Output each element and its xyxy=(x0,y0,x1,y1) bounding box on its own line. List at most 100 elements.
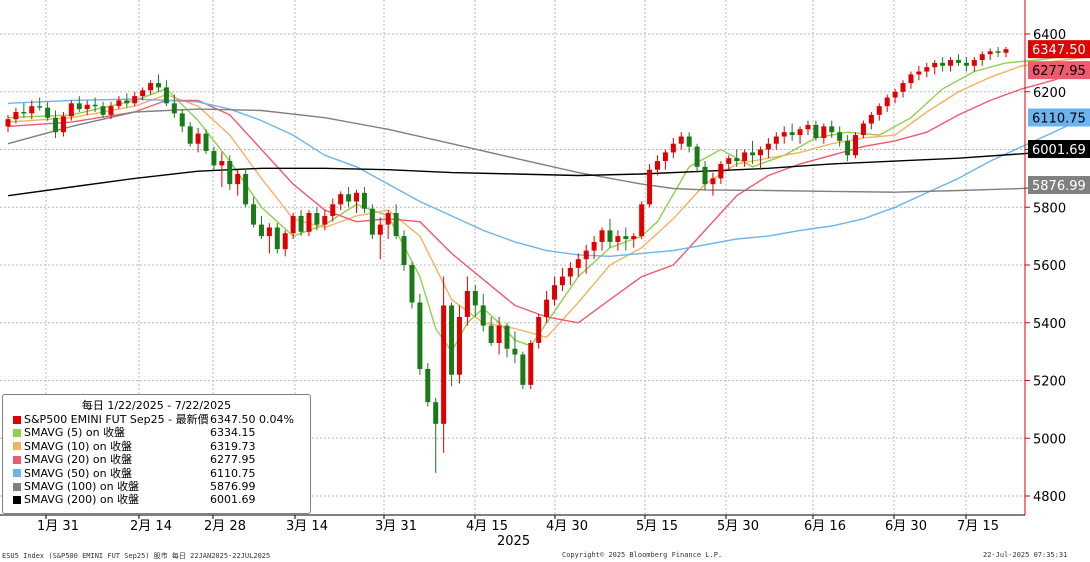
legend-swatch xyxy=(13,429,21,438)
candle xyxy=(860,120,866,138)
candle xyxy=(662,149,668,170)
legend-title: 每日 1/22/2025 - 7/22/2025 xyxy=(81,399,232,412)
last-value-tag: 6110.75 xyxy=(1028,108,1090,127)
x-tick-label: 2月 28 xyxy=(204,519,246,534)
candle xyxy=(583,244,589,274)
candle xyxy=(694,143,700,173)
y-tick-label: 6400 xyxy=(1033,28,1066,43)
candle xyxy=(195,127,201,153)
candle xyxy=(853,132,859,159)
last-value-tag-label: 6110.75 xyxy=(1032,112,1086,127)
legend-entry-sma5: SMAVG (5) on 收盤 6334.15 xyxy=(3,426,310,439)
legend-swatch xyxy=(13,469,21,478)
candle xyxy=(971,57,977,72)
candle xyxy=(559,267,565,291)
candle xyxy=(21,103,27,118)
x-tick-label: 2月 14 xyxy=(130,519,172,534)
y-axis-ticks: 480050005200540056005800600062006400 xyxy=(1025,28,1066,505)
candle xyxy=(892,88,898,104)
candle xyxy=(140,87,146,101)
x-tick-label: 4月 30 xyxy=(546,519,588,534)
candle xyxy=(84,100,90,115)
candle xyxy=(338,191,344,211)
last-value-tag: 5876.99 xyxy=(1028,176,1090,195)
candle xyxy=(813,120,819,141)
last-value-tag: 6347.50 xyxy=(1028,40,1090,59)
candle xyxy=(235,169,241,196)
candle xyxy=(100,101,106,118)
candle xyxy=(552,276,558,306)
candle xyxy=(536,314,542,349)
candle xyxy=(148,80,154,95)
last-value-tag-label: 5876.99 xyxy=(1032,179,1086,194)
candle xyxy=(354,189,360,214)
candle xyxy=(37,97,43,111)
candle xyxy=(686,132,692,153)
candle xyxy=(710,172,716,196)
y-tick-label: 5000 xyxy=(1033,432,1066,447)
candle xyxy=(298,210,304,237)
legend: 每日 1/22/2025 - 7/22/2025 S&P500 EMINI FU… xyxy=(2,394,311,514)
x-tick-label: 4月 15 xyxy=(466,519,508,534)
candle xyxy=(726,155,732,170)
candle xyxy=(781,126,787,144)
candle xyxy=(171,94,177,118)
y-tick-label: 5800 xyxy=(1033,201,1066,216)
candle xyxy=(92,97,98,112)
candle xyxy=(124,93,130,108)
candle xyxy=(322,210,328,231)
candle xyxy=(464,276,470,326)
x-tick-label: 3月 14 xyxy=(286,519,328,534)
y-tick-label: 5200 xyxy=(1033,375,1066,390)
candle xyxy=(163,80,169,107)
legend-swatch xyxy=(13,415,21,424)
candle xyxy=(132,91,138,107)
sma-line xyxy=(7,68,1086,324)
candle xyxy=(615,230,621,251)
sma-line xyxy=(7,98,1086,258)
candle xyxy=(274,223,280,254)
candle xyxy=(251,197,257,228)
candle xyxy=(179,109,185,133)
candle xyxy=(940,57,946,72)
candle xyxy=(5,114,11,133)
candle xyxy=(575,253,581,277)
candle xyxy=(821,123,827,144)
candle xyxy=(155,74,161,92)
candle xyxy=(108,101,114,120)
candle xyxy=(369,204,375,240)
candle xyxy=(837,126,843,147)
candle xyxy=(757,146,763,170)
candle xyxy=(948,57,954,72)
last-value-tag: 6277.95 xyxy=(1028,61,1090,80)
x-axis-year-label: 2025 xyxy=(497,534,531,549)
last-value-tags: 6347.50 6277.95 6110.75 6001.69 5876.99 xyxy=(1028,40,1090,195)
candle xyxy=(219,152,225,188)
candle xyxy=(393,204,399,240)
candle xyxy=(599,227,605,251)
candle xyxy=(456,305,462,384)
candle xyxy=(750,140,756,164)
legend-swatch xyxy=(13,455,21,464)
candle xyxy=(512,331,518,364)
x-tick-label: 7月 15 xyxy=(957,519,999,534)
footer-source: ESU5 Index (S&P500 EMINI FUT Sep25) 股市 每… xyxy=(2,552,271,560)
candle xyxy=(401,230,407,271)
candle xyxy=(203,129,209,154)
candle xyxy=(963,57,969,72)
candle xyxy=(13,107,19,124)
x-tick-label: 3月 31 xyxy=(375,519,417,534)
legend-swatch xyxy=(13,442,21,451)
candle xyxy=(647,163,653,208)
candle xyxy=(623,227,629,251)
candlesticks xyxy=(5,46,1009,473)
candle xyxy=(678,132,684,150)
x-tick-label: 6月 30 xyxy=(885,519,927,534)
legend-entry-sma20: SMAVG (20) on 收盤 6277.95 xyxy=(3,453,310,466)
y-tick-label: 4800 xyxy=(1033,490,1066,505)
candle xyxy=(488,316,494,346)
candle xyxy=(346,187,352,208)
candle xyxy=(829,120,835,138)
last-value-tag-label: 6001.69 xyxy=(1032,143,1086,158)
candle xyxy=(258,215,264,240)
